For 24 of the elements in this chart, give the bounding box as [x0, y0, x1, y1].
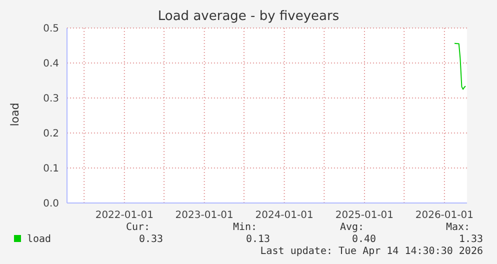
- y-tick-label: 0.2: [43, 128, 59, 140]
- y-tick-label: 0.3: [43, 94, 59, 105]
- text: 0.40: [352, 234, 376, 245]
- y-tick-label: 0.0: [43, 198, 59, 210]
- text: Cur:: [126, 222, 150, 233]
- text: 1.33: [459, 234, 484, 245]
- x-tick-label: 2024-01-01: [255, 210, 314, 222]
- text: 0.13: [246, 234, 270, 245]
- chart-title: Load average - by fiveyears: [156, 9, 340, 24]
- y-tick-label: 0.4: [43, 58, 59, 70]
- x-tick-label: 2025-01-01: [335, 210, 394, 222]
- y-tick-label: 0.1: [43, 164, 59, 175]
- text: Max:: [446, 222, 470, 233]
- text: Min:: [233, 222, 258, 233]
- line-series: [454, 42, 466, 90]
- legend-label: load: [26, 234, 52, 245]
- text: Avg:: [340, 222, 364, 233]
- text: Last update: Tue Apr 14 14:30:30 2026: [260, 246, 483, 257]
- x-tick-label: 2026-01-01: [415, 210, 474, 222]
- x-tick-label: 2022-01-01: [95, 210, 154, 222]
- x-tick-label: 2023-01-01: [175, 210, 234, 222]
- y-axis-title: load: [8, 102, 22, 126]
- y-tick-label: 0.5: [43, 24, 59, 35]
- text: 0.33: [139, 234, 164, 245]
